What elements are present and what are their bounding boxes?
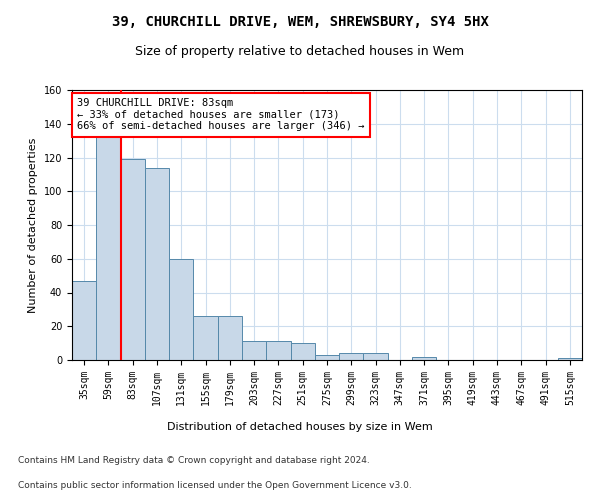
Bar xyxy=(96,136,121,360)
Bar xyxy=(72,280,96,360)
Bar xyxy=(315,355,339,360)
Bar xyxy=(169,259,193,360)
Text: Contains public sector information licensed under the Open Government Licence v3: Contains public sector information licen… xyxy=(18,481,412,490)
Text: 39 CHURCHILL DRIVE: 83sqm
← 33% of detached houses are smaller (173)
66% of semi: 39 CHURCHILL DRIVE: 83sqm ← 33% of detac… xyxy=(77,98,365,132)
Bar xyxy=(558,358,582,360)
Text: 39, CHURCHILL DRIVE, WEM, SHREWSBURY, SY4 5HX: 39, CHURCHILL DRIVE, WEM, SHREWSBURY, SY… xyxy=(112,15,488,29)
Bar xyxy=(266,342,290,360)
Bar xyxy=(339,353,364,360)
Bar xyxy=(364,353,388,360)
Text: Distribution of detached houses by size in Wem: Distribution of detached houses by size … xyxy=(167,422,433,432)
Bar xyxy=(290,343,315,360)
Y-axis label: Number of detached properties: Number of detached properties xyxy=(28,138,38,312)
Bar xyxy=(218,316,242,360)
Text: Size of property relative to detached houses in Wem: Size of property relative to detached ho… xyxy=(136,45,464,58)
Bar xyxy=(121,159,145,360)
Bar xyxy=(412,356,436,360)
Text: Contains HM Land Registry data © Crown copyright and database right 2024.: Contains HM Land Registry data © Crown c… xyxy=(18,456,370,465)
Bar xyxy=(193,316,218,360)
Bar xyxy=(145,168,169,360)
Bar xyxy=(242,342,266,360)
